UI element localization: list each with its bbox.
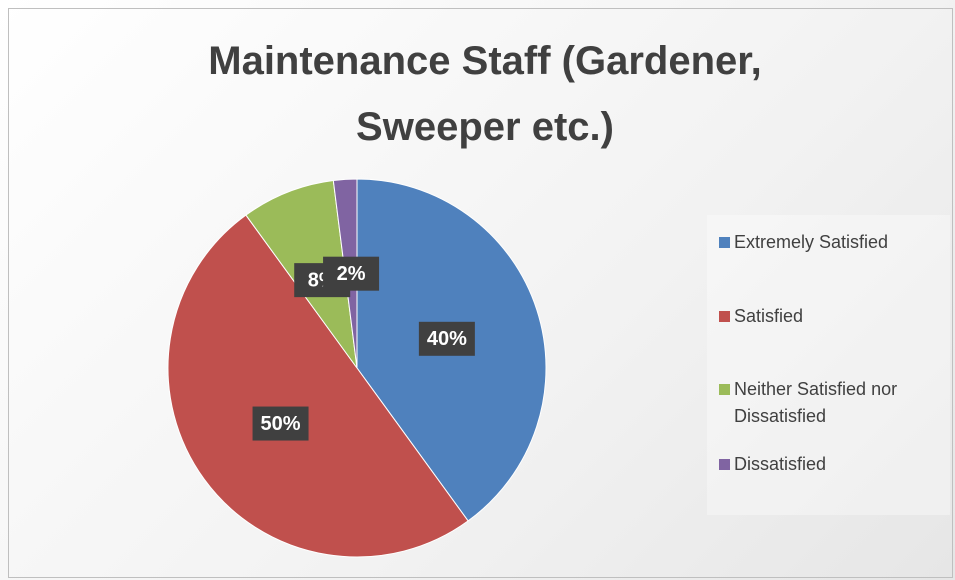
- legend-label: Satisfied: [734, 306, 804, 326]
- label-box: [252, 406, 309, 441]
- legend-item: Satisfied: [719, 303, 947, 330]
- data-label-text: 2%: [337, 263, 366, 285]
- legend-item: Dissatisfied: [719, 451, 947, 478]
- legend-swatch: [719, 459, 730, 470]
- data-label-text: 40%: [427, 328, 467, 350]
- legend-label: Dissatisfied: [734, 454, 827, 474]
- legend-label: Neither Satisfied nor Dissatisfied: [734, 379, 898, 426]
- legend-swatch: [719, 384, 730, 395]
- pie-slice: [167, 214, 469, 558]
- legend-item: Neither Satisfied nor Dissatisfied: [719, 376, 947, 430]
- chart-border: [8, 8, 953, 578]
- data-label: 40%: [418, 321, 475, 356]
- legend-swatch: [719, 237, 730, 248]
- label-box: [418, 321, 475, 356]
- legend-swatch: [719, 311, 730, 322]
- data-label: 2%: [323, 256, 380, 291]
- chart-title: Maintenance Staff (Gardener, Sweeper etc…: [208, 39, 762, 149]
- data-label: 50%: [252, 406, 309, 441]
- legend-label: Extremely Satisfied: [734, 232, 889, 252]
- legend: Extremely Satisfied Satisfied Neither Sati…: [707, 215, 950, 515]
- data-label-text: 50%: [261, 413, 301, 435]
- label-box: [323, 256, 380, 291]
- legend-item: Extremely Satisfied: [719, 229, 947, 256]
